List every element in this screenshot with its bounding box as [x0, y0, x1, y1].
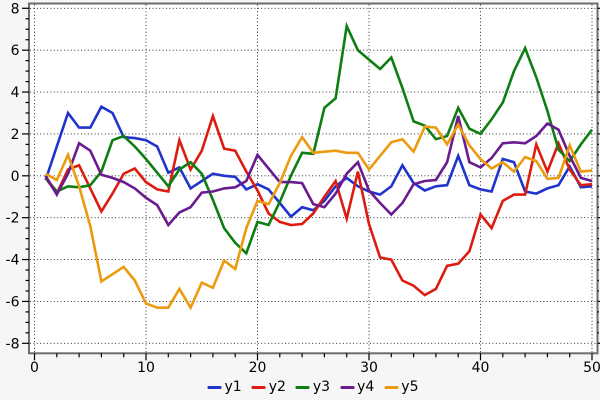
x-tick-label: 10 [137, 360, 155, 376]
plot-frame [28, 2, 599, 355]
legend-swatch-y1 [207, 385, 222, 389]
x-tick-label: 0 [30, 360, 39, 376]
tick-labels: 0 10 20 30 40 50 -8 -6 -4 -2 0 2 4 6 8 [6, 1, 600, 376]
legend-item-y4: y4 [340, 379, 374, 395]
series-line-y5 [44, 121, 593, 311]
legend-item-y3: y3 [295, 379, 331, 395]
legend-label-y4: y4 [357, 379, 375, 395]
series-line-y3 [44, 21, 594, 256]
ticks [22, 7, 600, 361]
y-tick-label: -8 [6, 336, 20, 352]
legend-item-y1: y1 [207, 379, 242, 395]
x-tick-label: 30 [360, 360, 378, 376]
gridlines [30, 4, 597, 353]
y-tick-label: 0 [11, 169, 20, 185]
legend-swatch-y4 [340, 385, 355, 389]
legend-swatch-y5 [384, 385, 399, 389]
y-tick-label: 4 [11, 85, 20, 101]
y-tick-label: 2 [11, 127, 20, 143]
y-tick-label: 8 [11, 1, 20, 17]
legend-item-y5: y5 [384, 379, 419, 395]
legend-label-y5: y5 [401, 379, 419, 395]
legend-item-y2: y2 [251, 379, 286, 395]
x-tick-label: 50 [583, 360, 600, 376]
legend: y1 y2 y3 y4 y5 [207, 379, 419, 395]
series-line-y4 [44, 115, 593, 228]
legend-label-y1: y1 [224, 379, 242, 395]
legend-swatch-y3 [295, 385, 310, 389]
y-tick-label: -6 [6, 294, 20, 310]
y-tick-label: -4 [6, 253, 20, 269]
x-tick-label: 40 [472, 360, 490, 376]
legend-label-y3: y3 [312, 379, 331, 395]
plot-area [30, 4, 597, 353]
y-tick-label: -2 [6, 211, 20, 227]
legend-swatch-y2 [251, 385, 266, 389]
y-tick-label: 6 [11, 43, 20, 59]
x-tick-label: 20 [249, 360, 267, 376]
legend-label-y2: y2 [268, 379, 286, 395]
